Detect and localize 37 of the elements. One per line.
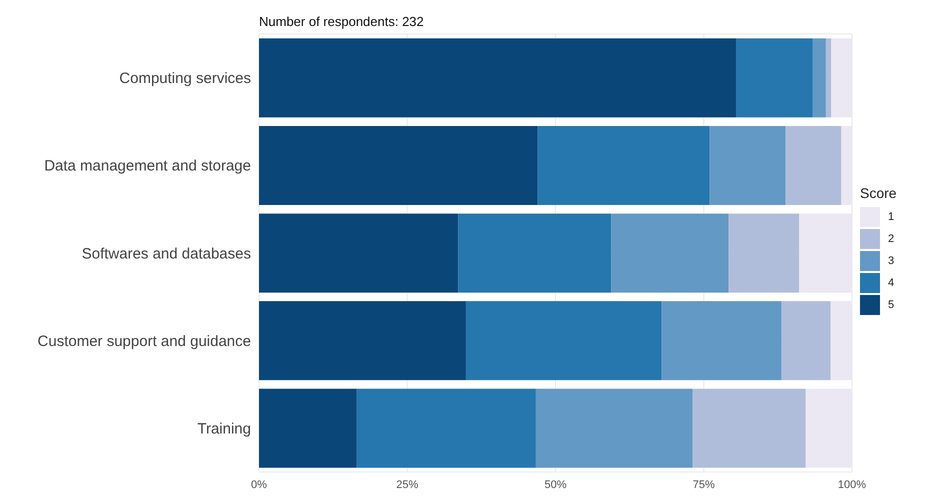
legend-label: 2 [888,233,894,245]
y-tick-label: Customer support and guidance [38,332,251,350]
legend-title: Score [860,185,898,201]
chart-title: Number of respondents: 232 [259,14,424,29]
bar [728,214,800,293]
bar [736,38,813,118]
bar [259,38,736,118]
bar [710,126,786,205]
bar [538,126,710,205]
bar [259,388,357,468]
bar [466,301,662,380]
x-tick-label: 25% [396,478,418,491]
x-tick-label: 0% [251,478,268,491]
bar [356,388,536,468]
y-tick-label: Training [197,420,251,438]
bar [259,301,466,380]
bar [662,301,782,380]
bar [786,126,842,205]
legend-label: 5 [888,299,894,311]
bar [259,214,458,293]
y-tick-label: Computing services [119,70,251,88]
x-tick-label: 75% [692,478,715,491]
bar [536,388,692,468]
bar [259,126,538,205]
y-tick-label: Softwares and databases [82,245,251,262]
legend-label: 4 [888,277,894,289]
bar [812,38,826,118]
legend-label: 1 [888,211,894,223]
x-tick-label: 50% [544,478,567,491]
bar [692,388,806,468]
bar [611,214,729,293]
bar [781,301,831,380]
legend-label: 3 [888,255,894,267]
y-tick-label: Data management and storage [44,158,251,175]
x-tick-label: 100% [838,478,866,491]
bar [826,38,832,118]
bar [458,214,612,293]
